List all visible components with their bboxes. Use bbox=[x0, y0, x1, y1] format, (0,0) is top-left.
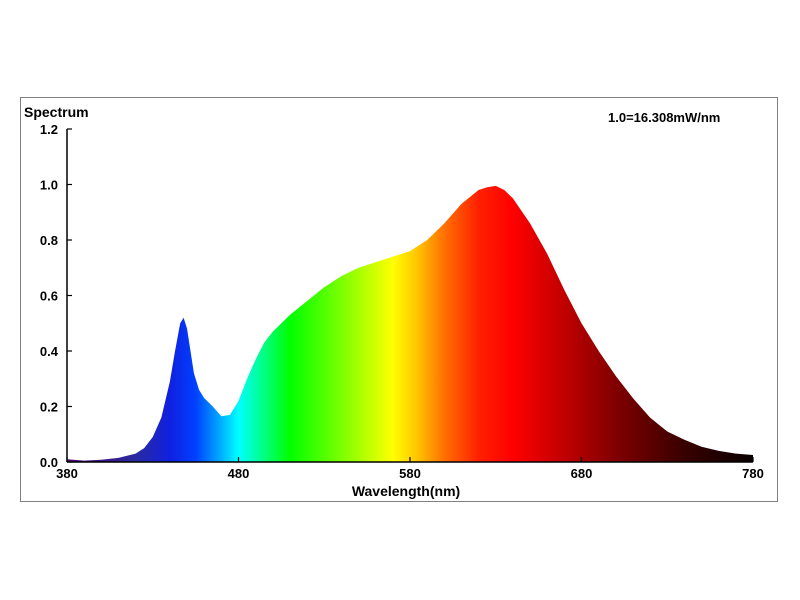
y-tick-label: 0.4 bbox=[40, 344, 59, 359]
x-tick-label: 480 bbox=[228, 466, 250, 481]
x-tick-label: 580 bbox=[399, 466, 421, 481]
y-tick-label: 1.0 bbox=[40, 178, 58, 193]
x-tick-label: 380 bbox=[56, 466, 78, 481]
y-tick-label: 0.0 bbox=[40, 455, 58, 470]
y-tick-label: 0.2 bbox=[40, 400, 58, 415]
x-axis-label: Wavelength(nm) bbox=[352, 483, 460, 499]
y-tick-label: 1.2 bbox=[40, 122, 58, 137]
x-tick-label: 680 bbox=[571, 466, 593, 481]
chart-frame: 0.0 0.2 0.4 0.6 0.8 1.0 1.2 380 480 580 680 780 Spe… bbox=[20, 97, 778, 502]
y-tick-label: 0.6 bbox=[40, 289, 58, 304]
spectrum-chart: 0.0 0.2 0.4 0.6 0.8 1.0 1.2 380 480 580 680 780 Spe… bbox=[24, 104, 764, 499]
y-axis-label: Spectrum bbox=[24, 104, 89, 120]
y-tick-label: 0.8 bbox=[40, 233, 58, 248]
spectrum-area bbox=[67, 185, 753, 462]
scale-annotation: 1.0=16.308mW/nm bbox=[608, 110, 720, 125]
x-tick-label: 780 bbox=[742, 466, 764, 481]
